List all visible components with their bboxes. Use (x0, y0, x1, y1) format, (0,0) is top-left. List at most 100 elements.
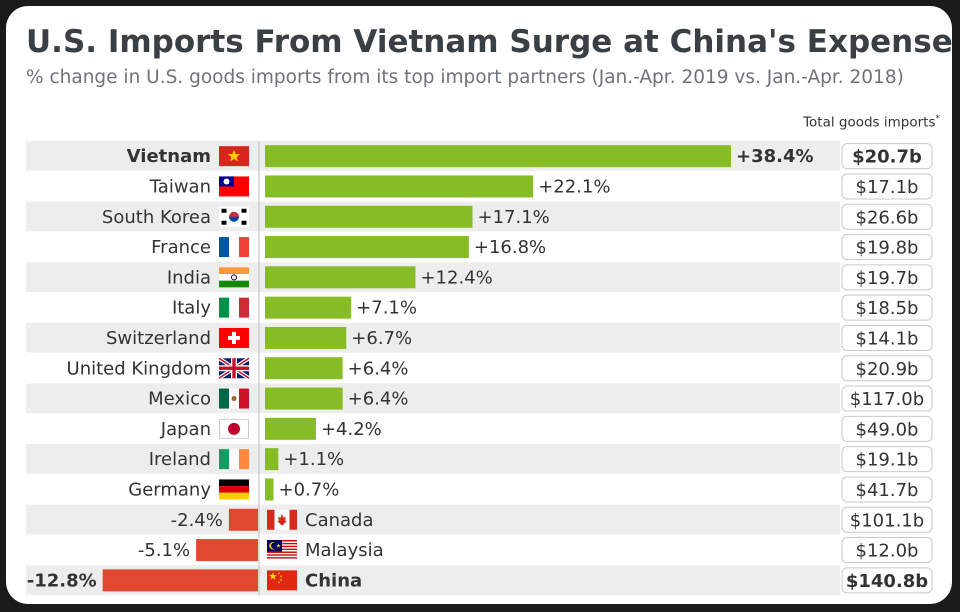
category-label: Japan (160, 419, 211, 440)
value-label: +4.2% (321, 419, 382, 440)
total-box (841, 173, 933, 200)
value-label: +0.7% (278, 479, 339, 500)
total-box (841, 234, 933, 261)
row-stripe (26, 504, 840, 535)
india-flag-icon (219, 267, 249, 288)
total-value: $26.6b (856, 207, 919, 228)
total-box (841, 476, 933, 503)
footnote-marker: * (935, 114, 941, 124)
canada-flag-icon (267, 509, 297, 530)
total-box (841, 264, 933, 291)
mexico-flag-icon (219, 388, 249, 409)
south-korea-flag-icon (219, 206, 249, 227)
value-label: +12.4% (420, 267, 492, 288)
total-box (841, 143, 933, 170)
value-label: +38.4% (736, 146, 814, 167)
category-label: Ireland (149, 449, 211, 470)
total-box (841, 385, 933, 412)
total-value: $14.1b (856, 328, 919, 349)
row-stripe (26, 262, 840, 292)
value-label: +6.4% (348, 389, 409, 410)
ireland-flag-icon (219, 449, 249, 470)
france-flag-icon (219, 237, 249, 258)
category-label: Taiwan (149, 176, 211, 197)
category-label: Germany (128, 479, 211, 500)
taiwan-flag-icon (219, 176, 249, 197)
total-imports-header: Total goods imports* (736, 114, 940, 131)
total-value: $19.7b (856, 268, 919, 289)
germany-flag-icon (219, 479, 249, 500)
category-label: Malaysia (305, 540, 384, 561)
total-box (841, 294, 933, 321)
value-label: -2.4% (171, 510, 223, 531)
total-box (841, 537, 933, 564)
row-stripe (26, 322, 840, 353)
total-value: $20.9b (856, 359, 919, 380)
row-stripe (26, 444, 840, 474)
united-kingdom-flag-icon (217, 356, 251, 380)
bar (196, 539, 258, 562)
value-label: +22.1% (538, 176, 610, 197)
bar (265, 357, 343, 380)
category-label: United Kingdom (67, 358, 211, 379)
bar (265, 266, 416, 289)
row-stripe (26, 383, 840, 414)
total-box (841, 324, 933, 351)
total-value: $140.8b (846, 571, 928, 592)
category-label: Mexico (148, 389, 211, 410)
total-box (841, 567, 933, 594)
total-value: $12.0b (856, 541, 919, 562)
category-label: Vietnam (127, 146, 211, 167)
category-label: Canada (305, 510, 374, 531)
value-label: +1.1% (283, 449, 344, 470)
value-label: -5.1% (138, 540, 190, 561)
bar (265, 448, 279, 471)
total-value: $18.5b (856, 298, 919, 319)
italy-flag-icon (219, 297, 249, 318)
switzerland-flag-icon (219, 327, 249, 348)
bar (265, 326, 347, 349)
malaysia-flag-icon (267, 540, 297, 561)
chart-title: U.S. Imports From Vietnam Surge at China… (26, 24, 952, 60)
total-value: $19.1b (856, 450, 919, 471)
bar (265, 205, 473, 228)
category-label: Switzerland (106, 328, 211, 349)
japan-flag-icon (219, 418, 249, 439)
bar (265, 417, 316, 440)
bar (265, 478, 274, 501)
total-value: $20.7b (852, 147, 922, 168)
total-imports-label: Total goods imports (803, 114, 936, 131)
bar (265, 175, 534, 198)
value-label: +7.1% (356, 298, 417, 319)
total-value: $41.7b (856, 480, 919, 501)
bar (228, 508, 258, 531)
value-label: +16.8% (474, 237, 546, 258)
vietnam-flag-icon (219, 146, 249, 167)
bar (265, 145, 731, 168)
chart-card: U.S. Imports From Vietnam Surge at China… (6, 6, 952, 604)
category-label: China (305, 570, 362, 591)
total-value: $117.0b (850, 389, 924, 410)
total-box (841, 446, 933, 473)
total-value: $101.1b (850, 510, 924, 531)
value-label: +17.1% (478, 207, 550, 228)
total-box (841, 506, 933, 533)
bar (265, 387, 343, 410)
value-label: +6.7% (351, 328, 412, 349)
category-label: France (151, 237, 211, 258)
category-label: Italy (172, 298, 211, 319)
bar (102, 569, 259, 592)
value-label: +6.4% (348, 358, 409, 379)
total-value: $19.8b (856, 238, 919, 259)
total-box (841, 355, 933, 382)
bar (265, 236, 469, 259)
total-value: $49.0b (856, 419, 919, 440)
bar-chart: Vietnam +38.4% $20.7b Taiwan +22.1% $17.1b Sou… (26, 141, 933, 596)
category-label: India (167, 267, 211, 288)
total-value: $17.1b (856, 177, 919, 198)
china-flag-icon (267, 570, 297, 591)
total-box (841, 415, 933, 442)
bar (265, 296, 352, 319)
total-box (841, 203, 933, 230)
category-label: South Korea (102, 207, 211, 228)
